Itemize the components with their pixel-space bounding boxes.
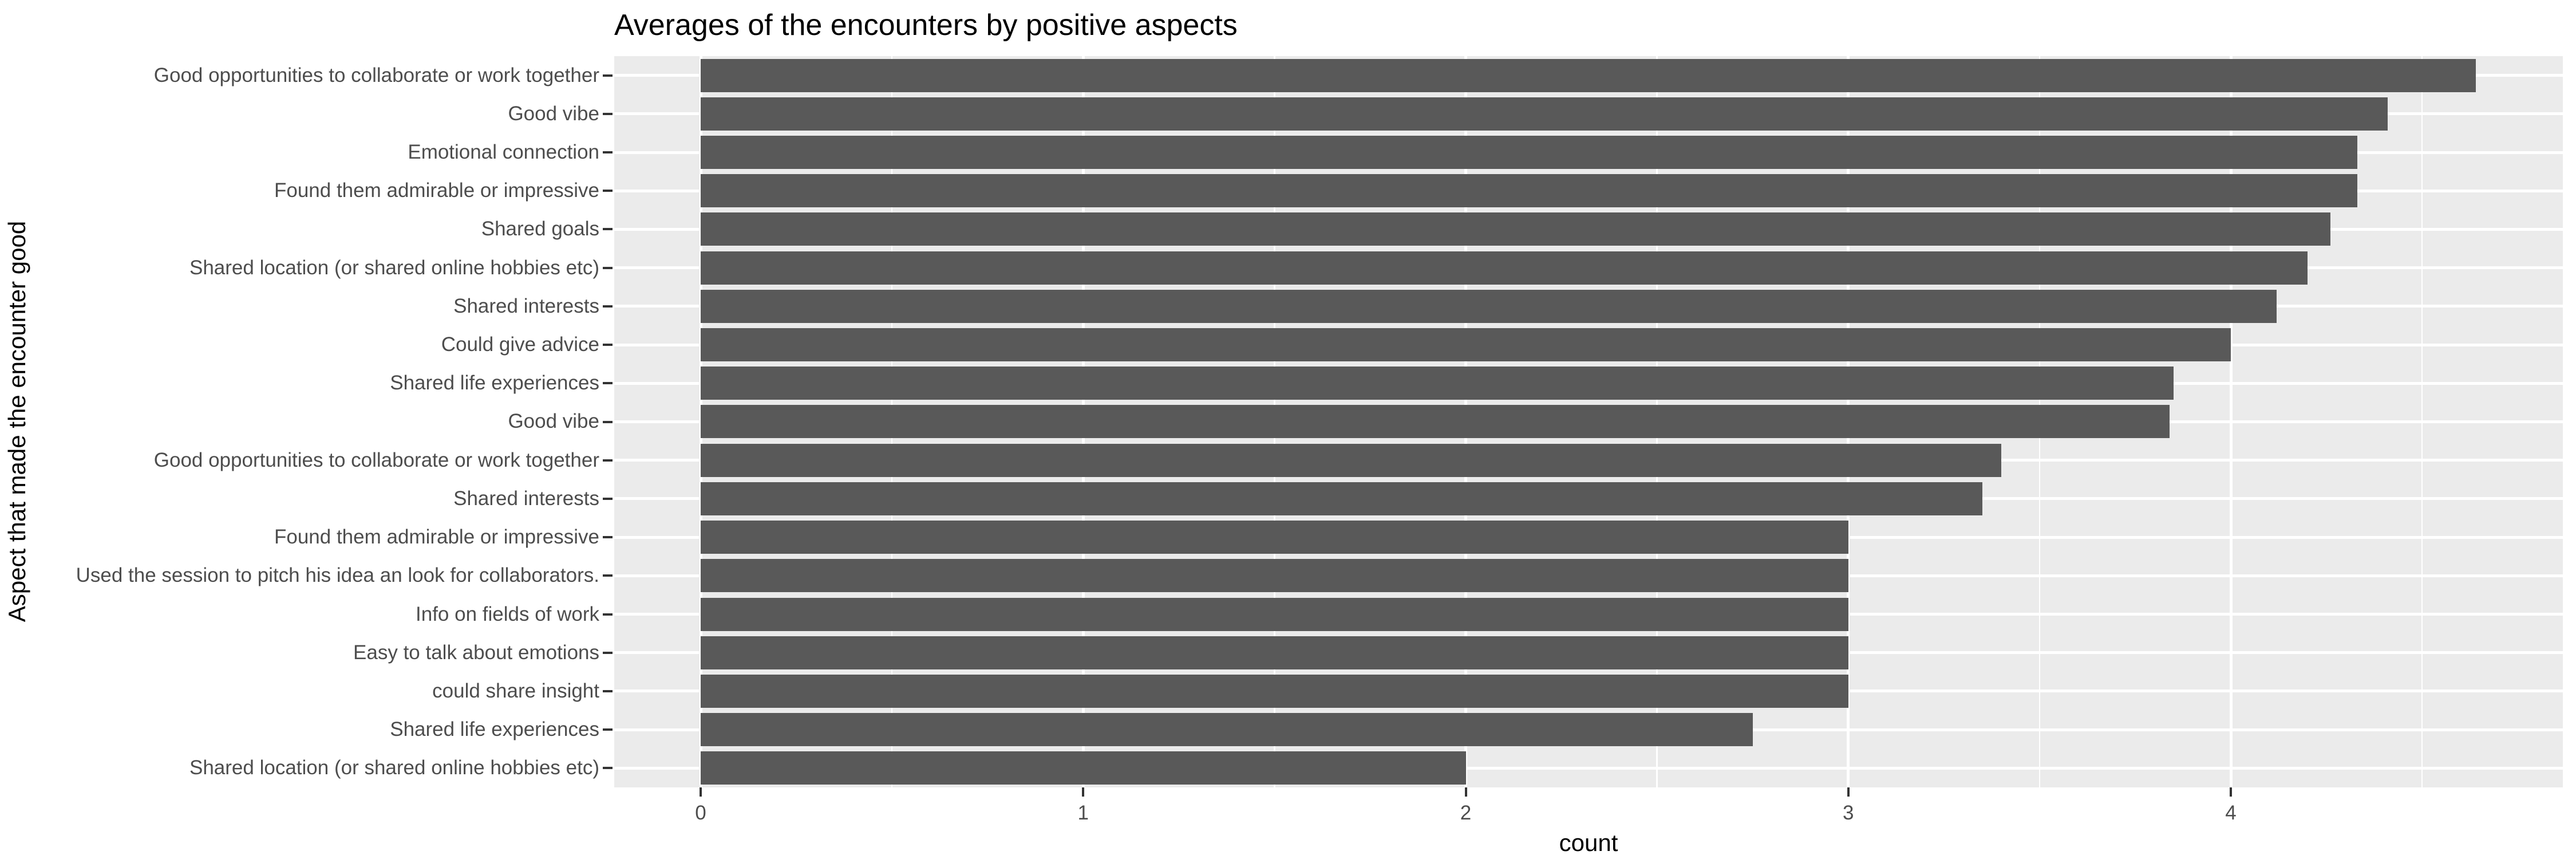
x-tick-mark (700, 787, 702, 797)
plot-panel (614, 56, 2563, 787)
bar-row (614, 672, 2563, 710)
y-tick-mark (603, 459, 613, 462)
y-tick-label: Shared life experiences (390, 718, 599, 741)
bar-row (614, 479, 2563, 518)
y-tick-mark (603, 190, 613, 192)
y-tick-mark (603, 382, 613, 385)
bar (701, 405, 2170, 439)
bar (701, 174, 2357, 208)
bar (701, 713, 1753, 747)
bar-row (614, 287, 2563, 325)
y-tick-label: Shared location (or shared online hobbie… (189, 756, 599, 779)
y-tick-mark (603, 689, 613, 692)
bar-row (614, 133, 2563, 171)
y-tick-label: Shared interests (453, 487, 599, 510)
y-tick-label: Found them admirable or impressive (274, 179, 599, 202)
y-tick-mark (603, 228, 613, 231)
bar-row (614, 557, 2563, 595)
bar (701, 597, 1848, 631)
bar-row (614, 172, 2563, 210)
x-tick-label: 0 (695, 802, 706, 824)
bar-row (614, 325, 2563, 364)
x-tick-mark (1847, 787, 1850, 797)
y-tick-mark (603, 574, 613, 577)
y-tick-mark (603, 728, 613, 731)
y-tick-mark (603, 651, 613, 654)
y-tick-label: Used the session to pitch his idea an lo… (76, 564, 599, 587)
y-tick-mark (603, 767, 613, 770)
bar-row (614, 403, 2563, 441)
chart-title: Averages of the encounters by positive a… (614, 9, 1238, 42)
bar (701, 251, 2308, 285)
y-tick-label: Shared location (or shared online hobbie… (189, 256, 599, 279)
bar-row (614, 94, 2563, 133)
y-tick-mark (603, 613, 613, 616)
y-tick-label: Shared interests (453, 294, 599, 317)
bar-row (614, 711, 2563, 749)
y-tick-mark (603, 497, 613, 500)
bar (701, 559, 1848, 593)
bar-row (614, 518, 2563, 557)
bar (701, 328, 2231, 362)
y-tick-label: Emotional connection (408, 141, 599, 163)
y-tick-mark (603, 536, 613, 539)
y-tick-mark (603, 420, 613, 423)
y-tick-label: Shared life experiences (390, 372, 599, 395)
y-tick-mark (603, 151, 613, 154)
x-tick-label: 2 (1460, 802, 1472, 824)
y-tick-mark (603, 305, 613, 308)
bar (701, 136, 2357, 169)
x-tick-mark (1464, 787, 1467, 797)
x-tick-mark (1082, 787, 1085, 797)
bar-row (614, 633, 2563, 672)
bar-row (614, 210, 2563, 249)
y-tick-label: Could give advice (441, 333, 599, 356)
y-tick-mark (603, 112, 613, 115)
bar (701, 482, 1982, 515)
bar (701, 289, 2277, 323)
x-axis-title: count (1559, 829, 1618, 856)
y-tick-label: Easy to talk about emotions (353, 641, 599, 664)
horizontal-gridline (614, 766, 2563, 770)
bar-row (614, 749, 2563, 787)
y-tick-label: Good vibe (508, 102, 599, 125)
y-tick-label: Shared goals (481, 218, 599, 241)
bar (701, 97, 2388, 131)
bar (701, 636, 1848, 669)
y-tick-label: Good opportunities to collaborate or wor… (153, 64, 599, 86)
y-tick-label: Found them admirable or impressive (274, 526, 599, 549)
y-axis-title: Aspect that made the encounter good (3, 220, 30, 622)
bar-row (614, 56, 2563, 94)
x-tick-label: 4 (2225, 802, 2237, 824)
bar (701, 367, 2174, 400)
y-tick-label: Info on fields of work (416, 602, 599, 625)
bar (701, 751, 1466, 785)
bar-row (614, 364, 2563, 403)
y-tick-mark (603, 74, 613, 77)
y-tick-mark (603, 344, 613, 346)
y-tick-mark (603, 266, 613, 269)
x-tick-label: 3 (1843, 802, 1854, 824)
bar-row (614, 595, 2563, 633)
bar-row (614, 441, 2563, 479)
y-tick-label: Good vibe (508, 410, 599, 433)
bar (701, 674, 1848, 708)
x-tick-label: 1 (1077, 802, 1089, 824)
bar-row (614, 249, 2563, 287)
bar (701, 521, 1848, 554)
y-tick-label: Good opportunities to collaborate or wor… (153, 448, 599, 471)
bar-rows (614, 56, 2563, 787)
bar (701, 212, 2330, 246)
x-tick-mark (2230, 787, 2232, 797)
bar (701, 58, 2476, 92)
y-tick-label: could share insight (432, 679, 599, 702)
bar (701, 443, 2002, 477)
